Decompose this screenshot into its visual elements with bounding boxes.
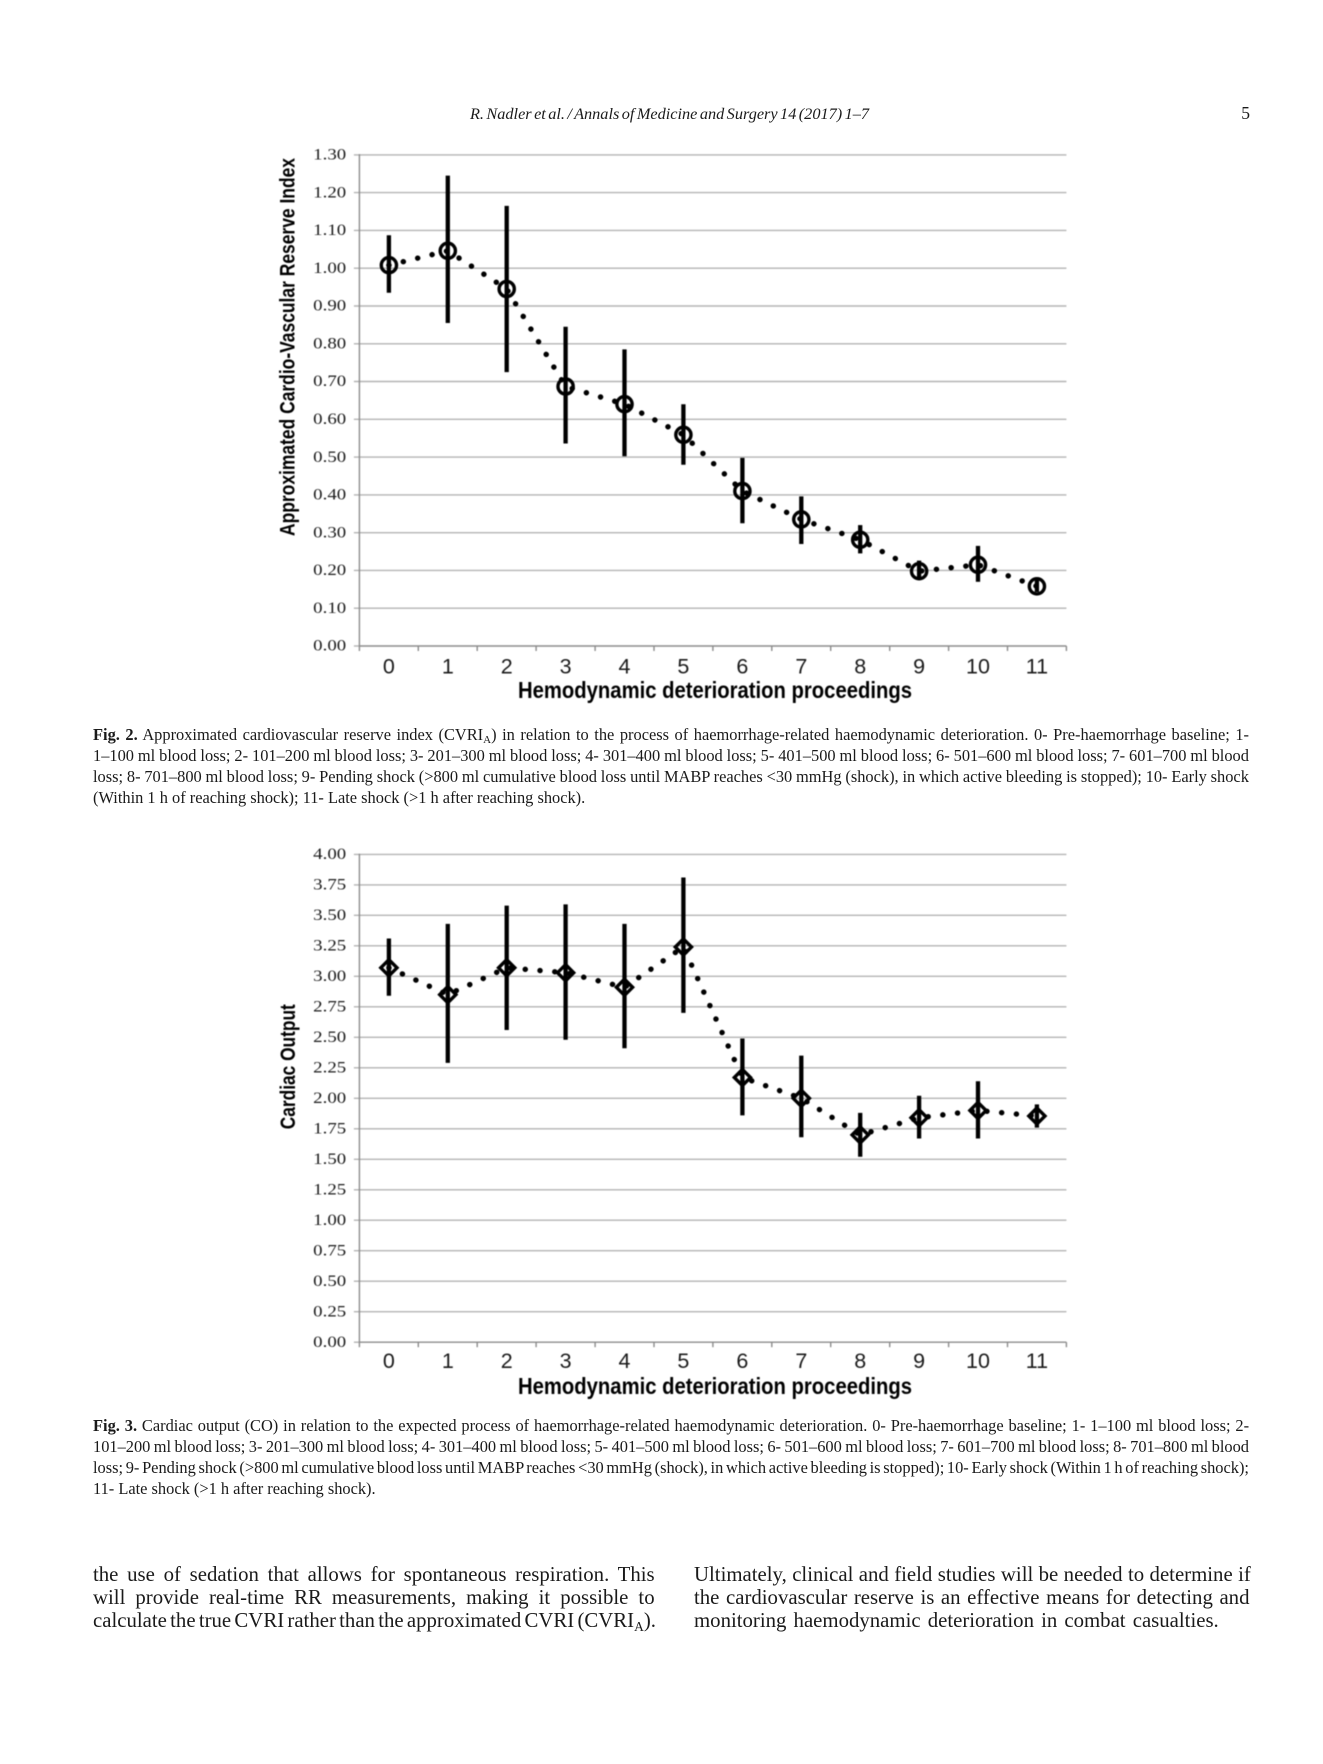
svg-text:4: 4 [619, 655, 631, 679]
svg-text:3: 3 [560, 1349, 572, 1373]
svg-text:Cardiac Output: Cardiac Output [277, 1004, 300, 1129]
svg-text:2.25: 2.25 [313, 1060, 346, 1077]
svg-text:5: 5 [677, 1349, 689, 1373]
svg-text:7: 7 [795, 1349, 807, 1373]
svg-text:1.00: 1.00 [313, 1212, 346, 1229]
svg-text:1.75: 1.75 [313, 1121, 346, 1138]
svg-text:10: 10 [966, 655, 990, 679]
svg-text:0.50: 0.50 [313, 1273, 346, 1290]
svg-text:8: 8 [854, 1349, 866, 1373]
svg-text:2.75: 2.75 [313, 999, 346, 1016]
svg-text:9: 9 [913, 1349, 925, 1373]
svg-text:0.20: 0.20 [313, 562, 346, 579]
svg-text:9: 9 [913, 655, 925, 679]
svg-text:1: 1 [442, 1349, 454, 1373]
svg-text:5: 5 [677, 655, 689, 679]
svg-text:0.75: 0.75 [313, 1242, 346, 1259]
svg-text:0.50: 0.50 [313, 449, 346, 466]
svg-text:0.60: 0.60 [313, 411, 346, 428]
svg-text:1.10: 1.10 [313, 222, 346, 239]
svg-text:0.40: 0.40 [313, 487, 346, 504]
svg-text:0.10: 0.10 [313, 600, 346, 617]
svg-text:8: 8 [854, 655, 866, 679]
svg-text:0.25: 0.25 [313, 1303, 346, 1320]
svg-text:1.50: 1.50 [313, 1151, 346, 1168]
svg-text:0.30: 0.30 [313, 524, 346, 541]
svg-text:0.00: 0.00 [313, 1334, 346, 1351]
svg-text:Approximated Cardio-Vascular R: Approximated Cardio-Vascular Reserve Ind… [277, 158, 300, 536]
svg-text:2: 2 [501, 1349, 513, 1373]
svg-text:6: 6 [736, 655, 748, 679]
svg-text:2.00: 2.00 [313, 1090, 346, 1107]
svg-text:1.00: 1.00 [313, 260, 346, 277]
svg-text:1.20: 1.20 [313, 184, 346, 201]
svg-text:0: 0 [383, 655, 395, 679]
svg-text:1: 1 [442, 655, 454, 679]
svg-text:3.25: 3.25 [313, 938, 346, 955]
svg-text:11: 11 [1026, 1349, 1048, 1373]
svg-text:0: 0 [383, 1349, 395, 1373]
svg-text:10: 10 [966, 1349, 990, 1373]
svg-text:2.50: 2.50 [313, 1029, 346, 1046]
svg-text:0.70: 0.70 [313, 373, 346, 390]
svg-text:1.30: 1.30 [313, 147, 346, 164]
svg-text:4: 4 [619, 1349, 631, 1373]
svg-text:3.75: 3.75 [313, 877, 346, 894]
svg-text:3.00: 3.00 [313, 968, 346, 985]
svg-text:0.00: 0.00 [313, 638, 346, 655]
svg-text:1.25: 1.25 [313, 1182, 346, 1199]
svg-text:7: 7 [795, 655, 807, 679]
svg-text:3: 3 [560, 655, 572, 679]
svg-text:3.50: 3.50 [313, 907, 346, 924]
svg-text:Hemodynamic deterioration proc: Hemodynamic deterioration proceedings [518, 1373, 912, 1399]
svg-text:11: 11 [1026, 655, 1048, 679]
svg-text:0.90: 0.90 [313, 298, 346, 315]
svg-text:2: 2 [501, 655, 513, 679]
svg-text:Hemodynamic deterioration proc: Hemodynamic deterioration proceedings [518, 677, 912, 703]
svg-text:0.80: 0.80 [313, 336, 346, 353]
svg-text:6: 6 [736, 1349, 748, 1373]
svg-text:4.00: 4.00 [313, 846, 346, 863]
